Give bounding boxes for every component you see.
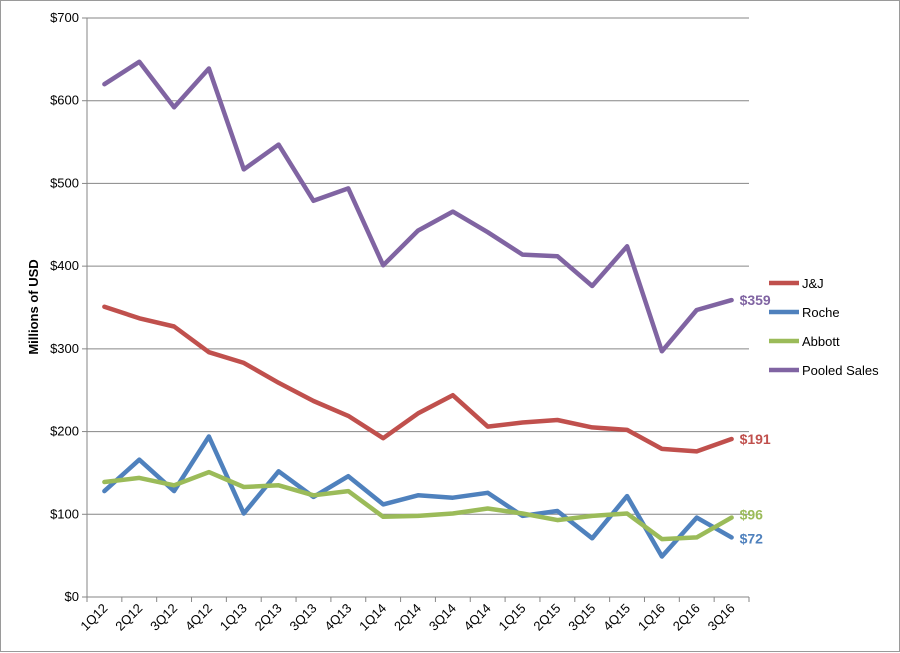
- x-tick-label: 2Q13: [252, 601, 285, 634]
- end-value-label: $96: [740, 507, 764, 523]
- series-line-j-j: [102, 304, 734, 454]
- y-tick-label: $500: [50, 175, 79, 190]
- y-tick-label: $200: [50, 424, 79, 439]
- y-tick-label: $600: [50, 93, 79, 108]
- x-tick-label: 2Q15: [530, 601, 563, 634]
- x-tick-label: 3Q15: [565, 601, 598, 634]
- gridlines: [87, 17, 749, 598]
- x-tick-label: 3Q12: [147, 601, 180, 634]
- x-tick-label: 1Q14: [356, 601, 389, 634]
- x-tick-label: 4Q15: [600, 601, 633, 634]
- y-tick-label: $0: [65, 589, 79, 604]
- x-tick-label: 1Q16: [635, 601, 668, 634]
- end-value-label: $359: [740, 292, 771, 308]
- x-tick-label: 2Q16: [670, 601, 703, 634]
- end-value-labels: $191 $72 $96 $359: [740, 292, 771, 546]
- x-tick-label: 4Q14: [461, 601, 494, 634]
- legend-entry-label: Roche: [802, 305, 840, 320]
- legend-entry-label: Pooled Sales: [802, 363, 879, 378]
- x-tick-label: 1Q12: [77, 601, 110, 634]
- y-tick-label: $700: [50, 10, 79, 25]
- y-tick-label: $300: [50, 341, 79, 356]
- legend-entry-label: J&J: [802, 276, 824, 291]
- y-tick-label: $400: [50, 258, 79, 273]
- x-tick-label: 3Q14: [426, 601, 459, 634]
- y-axis-label: Millions of USD: [26, 259, 41, 354]
- x-tick-label: 4Q12: [182, 601, 215, 634]
- x-tick-label: 1Q15: [496, 601, 529, 634]
- y-tick-label: $100: [50, 506, 79, 521]
- series-line-pooled-sales: [102, 59, 734, 354]
- legend-entry-label: Abbott: [802, 334, 840, 349]
- x-tick-label: 3Q13: [286, 601, 319, 634]
- x-tick-label: 4Q13: [321, 601, 354, 634]
- legend: J&J Roche Abbott Pooled Sales: [769, 276, 879, 378]
- end-value-label: $72: [740, 530, 764, 546]
- series-line-abbott: [102, 469, 734, 542]
- x-tick-label: 2Q12: [112, 601, 145, 634]
- series-lines: [102, 59, 734, 559]
- series-line-roche: [102, 434, 734, 559]
- x-tick-label: 3Q16: [705, 601, 738, 634]
- x-tick-label: 1Q13: [217, 601, 250, 634]
- x-tick-label: 2Q14: [391, 601, 424, 634]
- end-value-label: $191: [740, 431, 771, 447]
